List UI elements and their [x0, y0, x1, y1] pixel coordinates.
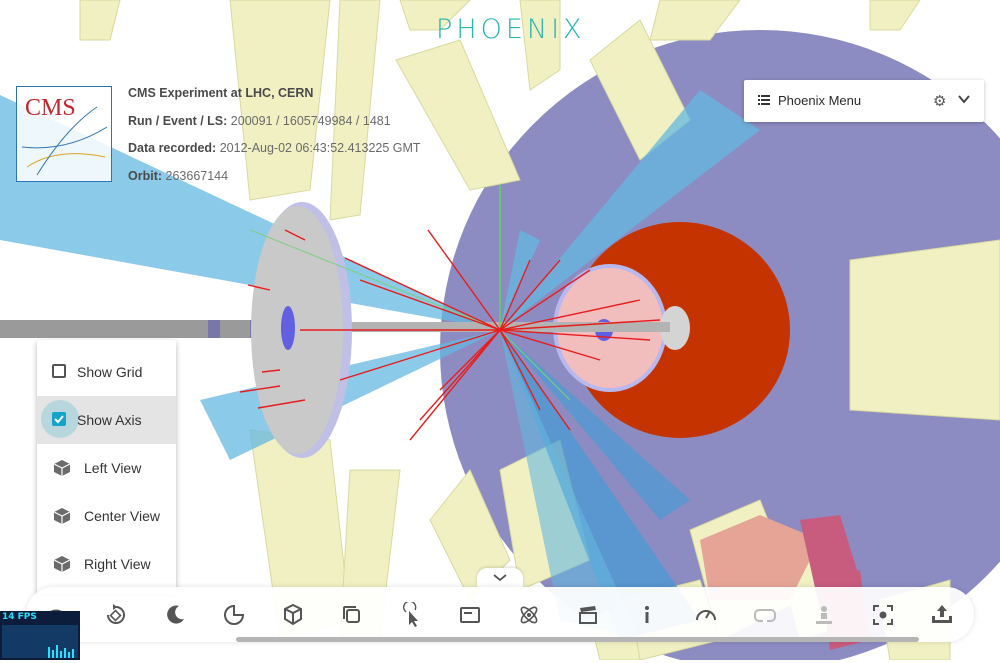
share-icon[interactable] [929, 602, 955, 628]
fps-graph [2, 625, 78, 658]
center-view-label: Center View [84, 508, 161, 524]
right-view-label: Right View [84, 556, 151, 572]
clapperboard-icon[interactable] [575, 602, 601, 628]
ar-icon [816, 606, 832, 624]
tracks [239, 229, 661, 441]
recorded-value: 2012-Aug-02 06:43:52.413225 GMT [219, 141, 421, 155]
chevron-down-icon[interactable] [957, 92, 971, 106]
view-options-popup: Show Grid Show Axis Left View Center Vie… [37, 340, 176, 594]
show-grid-label: Show Grid [77, 364, 143, 380]
left-view-option[interactable]: Left View [37, 444, 176, 492]
center-view-option[interactable]: Center View [37, 492, 176, 540]
show-axis-option[interactable]: Show Axis [37, 396, 176, 444]
axes [249, 185, 571, 401]
cms-logo: CMS [16, 86, 112, 182]
phoenix-menu[interactable]: Phoenix Menu ⚙ [744, 80, 984, 122]
geometry-cube-icon[interactable] [280, 602, 306, 628]
show-grid-checkbox[interactable] [52, 364, 66, 378]
info-icon[interactable] [634, 602, 660, 628]
phoenix-menu-title: Phoenix Menu [778, 93, 862, 108]
cut-icon[interactable] [221, 602, 247, 628]
fps-graph-bars [48, 645, 74, 658]
rotate-icon[interactable] [103, 602, 129, 628]
atom-icon[interactable] [516, 602, 542, 628]
vr-headset-icon [754, 609, 776, 623]
event-info: CMS Experiment at LHC, CERN Run / Event … [128, 80, 421, 190]
dark-mode-icon[interactable] [162, 602, 188, 628]
chevron-down-icon [493, 574, 507, 582]
cms-logo-graphic [21, 106, 108, 176]
right-view-option[interactable]: Right View [37, 540, 176, 588]
fps-stats[interactable]: 14 FPS [0, 611, 80, 660]
show-grid-option[interactable]: Show Grid [37, 348, 176, 396]
beampipe-end [660, 306, 690, 350]
experiment-title: CMS Experiment at LHC, CERN [128, 86, 314, 100]
info-panel-icon[interactable] [457, 602, 483, 628]
screenshot-icon[interactable] [870, 602, 896, 628]
gear-icon[interactable]: ⚙ [933, 93, 947, 110]
bottom-toolbar [26, 587, 974, 642]
checkmark-icon [54, 415, 64, 424]
run-label: Run / Event / LS: [128, 113, 228, 128]
show-axis-label: Show Axis [77, 412, 142, 428]
fps-text: 14 FPS [2, 612, 37, 622]
orbit-label: Orbit: [128, 168, 163, 183]
orbit-value: 263667144 [165, 168, 229, 183]
select-pointer-icon[interactable] [398, 602, 424, 628]
show-axis-checkbox[interactable] [52, 412, 66, 426]
cube-icon [53, 556, 71, 572]
recorded-label: Data recorded: [128, 141, 217, 155]
performance-gauge-icon[interactable] [693, 602, 719, 628]
left-view-label: Left View [84, 460, 142, 476]
list-icon [758, 95, 770, 105]
cube-icon [53, 508, 71, 524]
run-value: 200091 / 1605749984 / 1481 [230, 113, 391, 128]
cube-icon [53, 460, 71, 476]
phoenix-logo: PHOENIX [436, 14, 586, 45]
clone-icon[interactable] [339, 602, 365, 628]
cms-logo-text: CMS [25, 95, 76, 121]
toolbar-scrollbar[interactable] [236, 637, 919, 642]
toolbar-toggle[interactable] [477, 568, 523, 588]
